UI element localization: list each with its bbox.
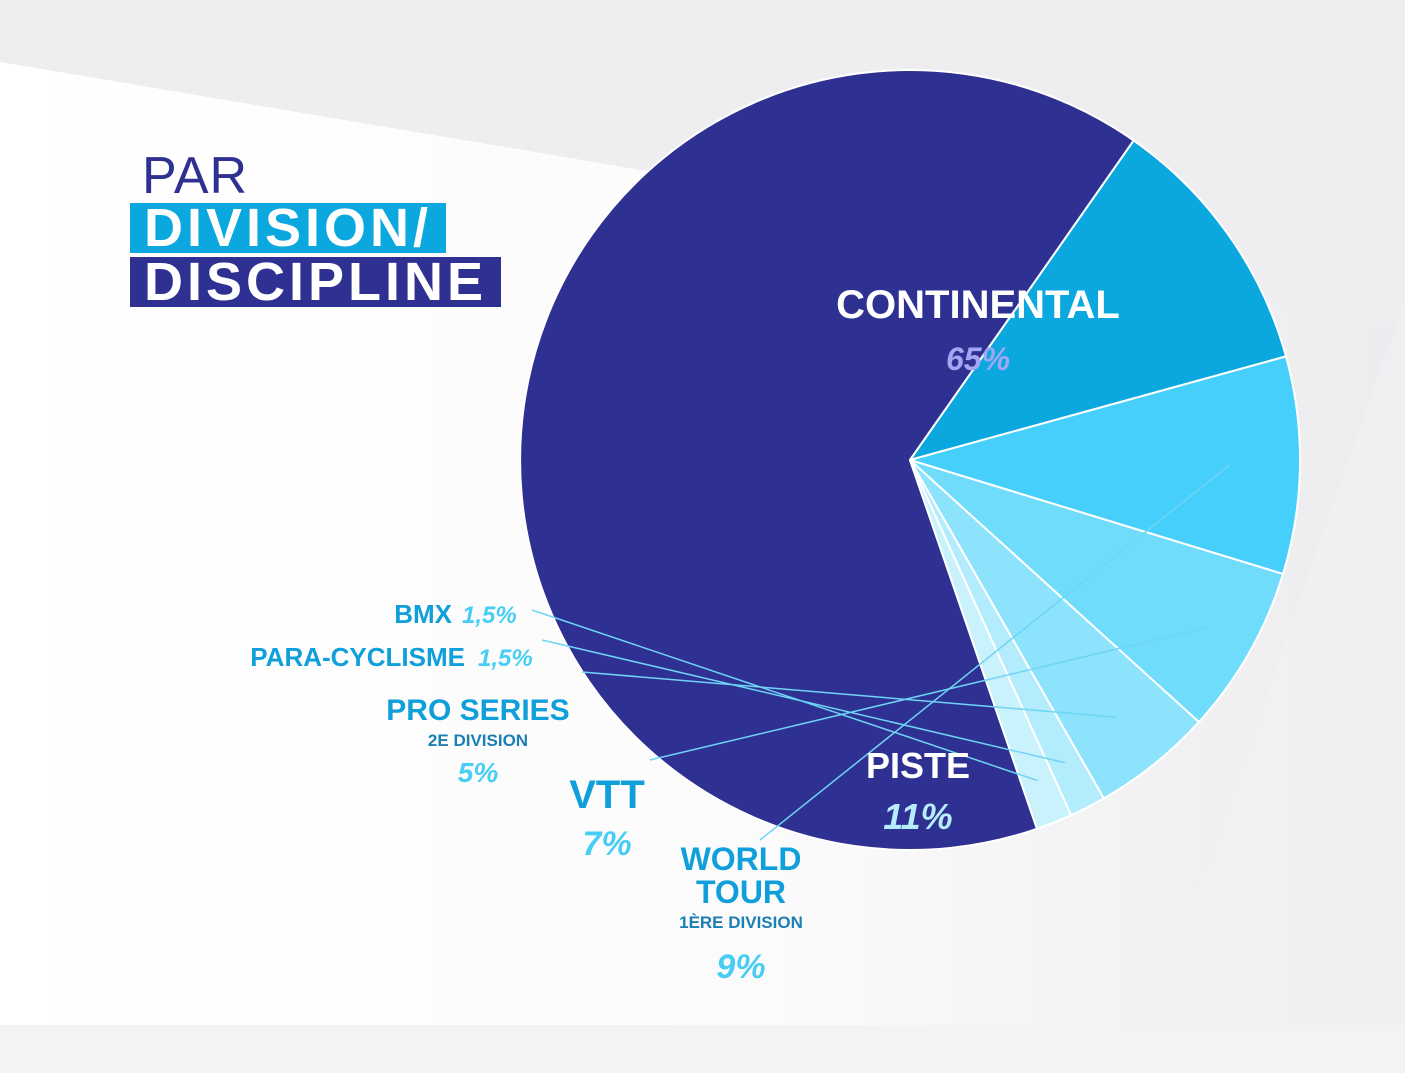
slice-label-vtt: VTT 7% [569,773,645,863]
slice-label-bmx: BMX 1,5% [394,599,516,629]
leader-line-world-tour [759,463,1231,841]
percent-vtt: 7% [582,825,631,863]
label-tour: TOUR [696,874,786,910]
pie-slice-piste [909,139,1287,461]
label-vtt: VTT [569,773,645,817]
sublabel-pro-series: 2E DIVISION [428,731,528,750]
slice-label-para-cyclisme: PARA-CYCLISME 1,5% [250,642,532,672]
percent-pro-series: 5% [458,757,499,788]
label-continental: CONTINENTAL [836,283,1120,327]
leader-line-bmx [531,609,1038,782]
label-para-cyclisme: PARA-CYCLISME [250,642,465,672]
pie-slices [519,69,1301,852]
label-bmx: BMX [394,599,452,629]
percent-world-tour: 9% [716,948,765,986]
slice-label-pro-series: PRO SERIES 2E DIVISION 5% [386,694,569,788]
pie-slice-world-tour [909,355,1301,575]
percent-continental: 65% [946,341,1010,377]
slice-label-continental: CONTINENTAL 65% [836,283,1120,377]
pie-slice-bmx [909,459,1073,830]
percent-bmx: 1,5% [462,602,517,629]
title-line-division: DIVISION/ [130,201,447,255]
pie-slice-vtt [909,459,1284,723]
label-pro-series: PRO SERIES [386,694,569,727]
label-piste: PISTE [866,745,970,786]
pie-slice-continental [519,69,1135,852]
percent-para-cyclisme: 1,5% [478,645,533,672]
slice-label-piste: PISTE 11% [866,745,970,837]
label-world: WORLD [681,841,802,877]
leader-line-pro-series [581,671,1117,718]
leader-lines [531,463,1231,841]
title-line-discipline: DISCIPLINE [130,255,502,309]
title-line-par: PAR [142,147,249,205]
leader-line-vtt [649,627,1206,761]
sublabel-world-tour: 1ÈRE DIVISION [679,913,803,932]
percent-piste: 11% [883,796,952,837]
